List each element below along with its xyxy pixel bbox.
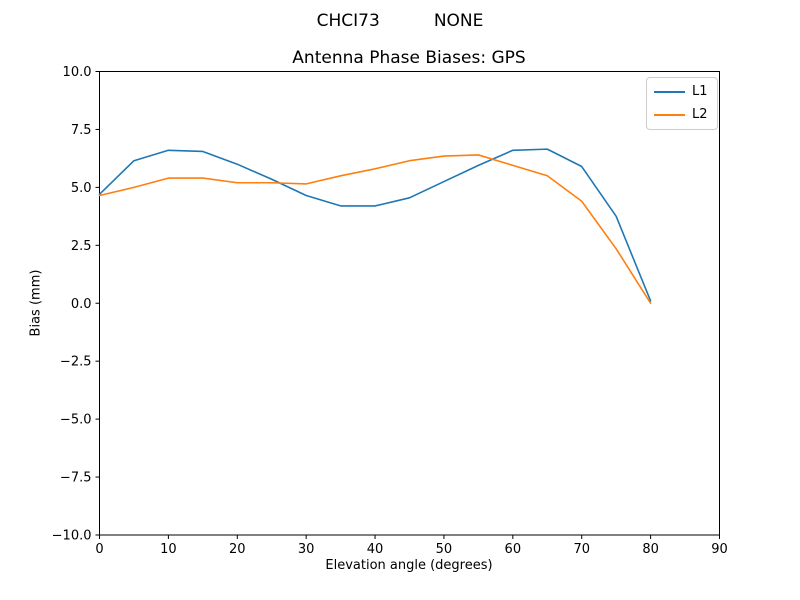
y-tick-label: −7.5	[60, 471, 92, 486]
y-tick-label: 10.0	[63, 65, 92, 80]
x-tick-label: 50	[436, 542, 453, 557]
x-tick-label: 90	[711, 542, 728, 557]
y-tick-label: 2.5	[71, 239, 92, 254]
y-tick-label: 5.0	[71, 181, 92, 196]
legend-label-l1: L1	[692, 84, 708, 99]
y-tick-label: −5.0	[60, 413, 92, 428]
x-tick-label: 0	[95, 542, 103, 557]
x-tick-label: 60	[505, 542, 522, 557]
figure-title: CHCI73 NONE	[316, 11, 484, 31]
chart-title: Antenna Phase Biases: GPS	[292, 48, 526, 68]
x-tick-label: 30	[298, 542, 315, 557]
legend-label-l2: L2	[692, 107, 708, 122]
y-tick-label: 0.0	[71, 297, 92, 312]
x-axis-label: Elevation angle (degrees)	[325, 558, 493, 573]
axes-frame	[99, 71, 720, 536]
legend-line-swatch-l2	[654, 114, 685, 116]
x-tick-label: 20	[229, 542, 246, 557]
y-tick-label: −2.5	[60, 355, 92, 370]
x-tick-label: 10	[160, 542, 177, 557]
x-tick-label: 80	[642, 542, 659, 557]
y-axis-label: Bias (mm)	[28, 269, 44, 337]
legend: L1 L2	[646, 77, 718, 130]
series-line-l2	[98, 154, 652, 305]
legend-item-l2: L2	[654, 107, 708, 123]
legend-line-swatch-l1	[654, 91, 685, 93]
x-tick-label: 40	[367, 542, 384, 557]
legend-item-l1: L1	[654, 84, 708, 100]
y-tick-label: 7.5	[71, 123, 92, 138]
y-tick-label: −10.0	[52, 529, 92, 544]
series-line-l1	[98, 148, 652, 302]
x-tick-label: 70	[573, 542, 590, 557]
